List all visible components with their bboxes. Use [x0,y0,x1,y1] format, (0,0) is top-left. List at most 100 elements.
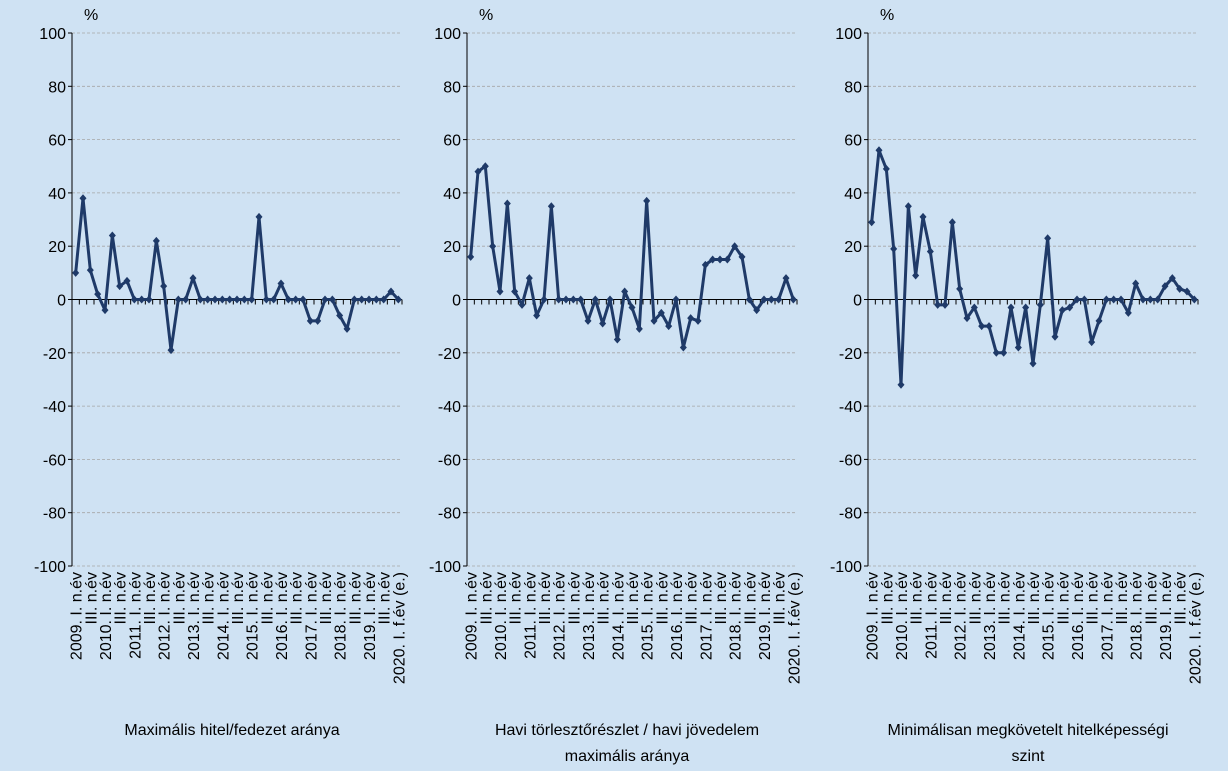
data-point [882,164,890,173]
x-tick-label: 2018. I. n.év [333,572,350,660]
data-point [1000,348,1008,357]
data-point [248,295,256,304]
data-point [635,324,643,333]
data-point [679,343,687,352]
data-point [474,167,482,176]
y-tick-label: 0 [853,293,862,310]
x-tick-label: 2009. I. n.év [464,572,481,660]
x-tick-label: III. n.év [997,572,1014,624]
data-point [934,300,942,309]
data-point [270,295,278,304]
x-tick-label: III. n.év [537,572,554,624]
data-point [167,346,175,355]
x-tick-label: 2015. I. n.év [640,572,657,660]
data-point [1139,295,1147,304]
x-tick-label: III. n.év [1114,572,1131,624]
y-tick-label: 80 [443,79,461,96]
y-tick-label: 100 [39,26,66,43]
data-point [562,295,570,304]
data-point [584,316,592,325]
x-tick-label: III. n.év [1085,572,1102,624]
y-tick-label: 80 [48,79,66,96]
data-point [890,244,898,253]
data-point [101,306,109,315]
data-point [672,295,680,304]
data-point [978,322,986,331]
y-tick-label: -60 [438,452,461,469]
x-tick-label: 2012. I. n.év [552,572,569,660]
data-point [657,308,665,317]
data-point [1073,295,1081,304]
y-tick-label: -100 [34,559,66,576]
x-tick-label: 2019. I. n.év [757,572,774,660]
data-point [738,252,746,261]
y-tick-label: -40 [839,399,862,416]
x-tick-label: 2015. I. n.év [245,572,262,660]
data-point [255,212,263,221]
data-point [467,252,475,261]
x-tick-label: 2017. I. n.év [303,572,320,660]
y-tick-label: -80 [438,506,461,523]
x-tick-label: 2011. I. n.év [127,572,144,659]
x-tick-label: 2015. I. n.év [1041,572,1058,660]
data-point [1088,338,1096,347]
x-tick-label: 2017. I. n.év [698,572,715,660]
data-point [299,295,307,304]
x-tick-label: III. n.év [508,572,525,624]
data-point [687,314,695,323]
y-tick-label: -40 [438,399,461,416]
data-point [547,202,555,211]
x-tick-label: 2020. I. f.év (e.) [1187,572,1204,684]
x-tick-label: III. n.év [1026,572,1043,624]
data-point [613,335,621,344]
data-point [343,324,351,333]
data-point [481,162,489,171]
data-point [775,295,783,304]
x-tick-label: III. n.év [772,572,789,624]
data-point [760,295,768,304]
x-tick-label: 2009. I. n.év [865,572,882,660]
data-point [753,306,761,315]
data-point [540,295,548,304]
data-point [123,276,131,285]
data-point [525,274,533,283]
x-tick-label: III. n.év [1055,572,1072,624]
chart-title: Havi törlesztőrészlet / havi jövedelem m… [494,722,760,765]
data-point [948,218,956,227]
y-tick-label: -20 [839,346,862,363]
y-tick-label: 40 [844,186,862,203]
data-point [985,322,993,331]
data-point [240,295,248,304]
x-tick-label: III. n.év [318,572,335,624]
x-tick-label: III. n.év [938,572,955,624]
x-tick-label: III. n.év [347,572,364,624]
data-point [628,303,636,312]
data-point [569,295,577,304]
data-point [912,271,920,280]
data-point [160,282,168,291]
data-point [1161,282,1169,291]
data-point [716,255,724,264]
data-point [919,212,927,221]
data-point [1183,287,1191,296]
data-point [1146,295,1154,304]
x-tick-label: III. n.év [377,572,394,624]
data-point [1036,300,1044,309]
data-point [292,295,300,304]
y-tick-label: 40 [48,186,66,203]
chart-title: Maximális hitel/fedezet aránya [124,722,340,739]
x-tick-label: 2011. I. n.év [923,572,940,659]
chart-title: Minimálisan megkövetelt hitelképességi s… [887,722,1169,765]
data-point [1066,303,1074,312]
data-point [875,146,883,155]
data-point [306,316,314,325]
data-point [182,295,190,304]
data-point [518,300,526,309]
y-tick-label: -80 [839,506,862,523]
x-tick-label: 2014. I. n.év [610,572,627,660]
x-tick-label: 2010. I. n.év [493,572,510,660]
y-tick-label: 0 [452,293,461,310]
data-point [1080,295,1088,304]
x-tick-label: 2016. I. n.év [274,572,291,660]
